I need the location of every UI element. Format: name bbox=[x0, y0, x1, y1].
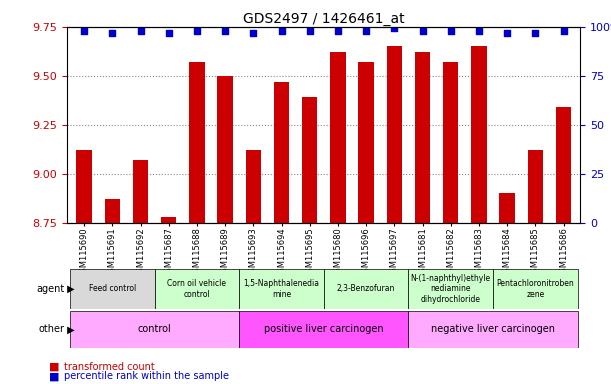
Bar bbox=[556, 107, 571, 223]
Text: ▶: ▶ bbox=[64, 284, 75, 294]
Bar bbox=[443, 62, 458, 223]
Bar bbox=[240, 269, 324, 309]
Text: Feed control: Feed control bbox=[89, 285, 136, 293]
Bar bbox=[70, 269, 155, 309]
Bar bbox=[493, 269, 577, 309]
Bar bbox=[104, 199, 120, 223]
Text: negative liver carcinogen: negative liver carcinogen bbox=[431, 324, 555, 334]
Bar bbox=[155, 269, 240, 309]
Point bbox=[108, 30, 117, 36]
Bar bbox=[189, 62, 205, 223]
Text: 2,3-Benzofuran: 2,3-Benzofuran bbox=[337, 285, 395, 293]
Text: percentile rank within the sample: percentile rank within the sample bbox=[64, 371, 229, 381]
Point bbox=[530, 30, 540, 36]
Point bbox=[136, 28, 145, 34]
Bar bbox=[471, 46, 487, 223]
Bar bbox=[408, 311, 577, 348]
Bar bbox=[302, 98, 318, 223]
Text: other: other bbox=[38, 324, 64, 334]
Bar bbox=[133, 160, 148, 223]
Text: control: control bbox=[137, 324, 172, 334]
Text: Corn oil vehicle
control: Corn oil vehicle control bbox=[167, 279, 227, 299]
Point bbox=[333, 28, 343, 34]
Bar bbox=[274, 82, 289, 223]
Bar bbox=[240, 311, 408, 348]
Bar bbox=[76, 150, 92, 223]
Point bbox=[418, 28, 428, 34]
Bar bbox=[415, 52, 430, 223]
Text: ▶: ▶ bbox=[64, 324, 75, 334]
Text: positive liver carcinogen: positive liver carcinogen bbox=[264, 324, 384, 334]
Bar bbox=[246, 150, 261, 223]
Text: agent: agent bbox=[36, 284, 64, 294]
Bar bbox=[161, 217, 177, 223]
Point bbox=[277, 28, 287, 34]
Bar bbox=[359, 62, 374, 223]
Bar bbox=[387, 46, 402, 223]
Text: N-(1-naphthyl)ethyle
nediamine
dihydrochloride: N-(1-naphthyl)ethyle nediamine dihydroch… bbox=[411, 274, 491, 304]
Point bbox=[502, 30, 512, 36]
Bar bbox=[324, 269, 408, 309]
Point bbox=[220, 28, 230, 34]
Point bbox=[249, 30, 258, 36]
Point bbox=[389, 25, 399, 31]
Point bbox=[305, 28, 315, 34]
Text: transformed count: transformed count bbox=[64, 362, 155, 372]
Text: 1,5-Naphthalenedia
mine: 1,5-Naphthalenedia mine bbox=[244, 279, 320, 299]
Point bbox=[474, 28, 484, 34]
Text: ■: ■ bbox=[49, 362, 59, 372]
Bar bbox=[527, 150, 543, 223]
Text: Pentachloronitroben
zene: Pentachloronitroben zene bbox=[497, 279, 574, 299]
Text: ■: ■ bbox=[49, 371, 59, 381]
Point bbox=[446, 28, 456, 34]
Bar bbox=[218, 76, 233, 223]
Point bbox=[164, 30, 174, 36]
Point bbox=[558, 28, 568, 34]
Title: GDS2497 / 1426461_at: GDS2497 / 1426461_at bbox=[243, 12, 404, 26]
Point bbox=[79, 28, 89, 34]
Point bbox=[192, 28, 202, 34]
Bar bbox=[70, 311, 240, 348]
Point bbox=[361, 28, 371, 34]
Bar bbox=[499, 193, 515, 223]
Bar bbox=[330, 52, 346, 223]
Bar bbox=[408, 269, 493, 309]
